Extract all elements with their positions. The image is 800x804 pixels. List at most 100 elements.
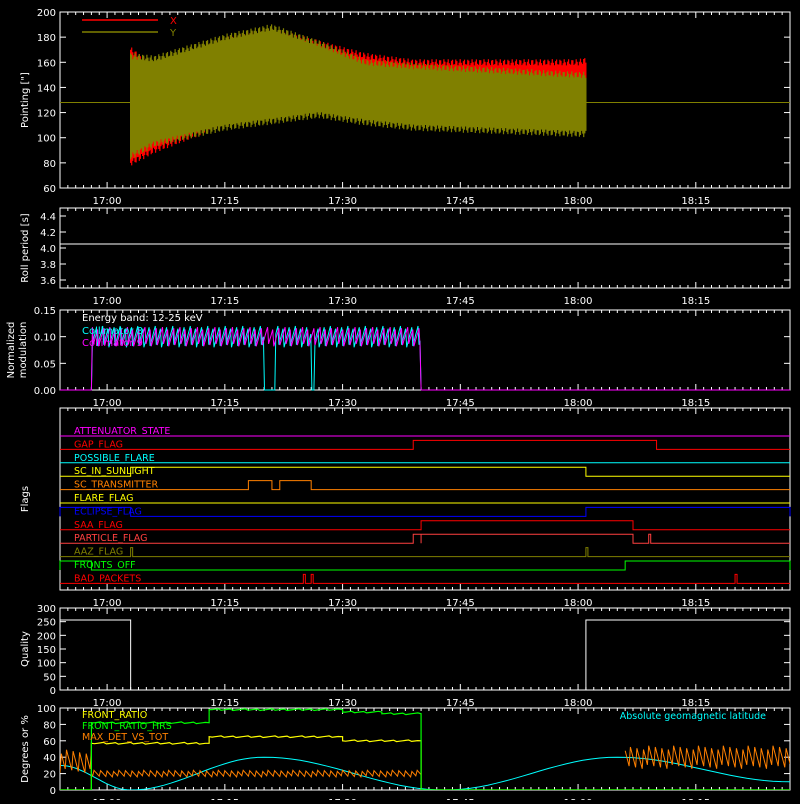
- y-tick-label: 140: [37, 83, 56, 94]
- x-tick-label: 17:15: [210, 598, 239, 609]
- panel-5: 17:00 17:15 17:30 17:45 18:00 18:15 0 50 100 150 2…: [20, 604, 791, 709]
- flag-trace-eclipse-flag: [59, 506, 791, 517]
- legend-label-collimator-8: Collimator 8: [82, 326, 143, 337]
- x-tick-label: 18:15: [681, 196, 710, 207]
- legend-label-collimator-9: Collimator 9: [82, 338, 143, 349]
- legend-label-max-det-vs-tot: MAX_DET_VS_TOT: [82, 732, 168, 743]
- y-tick-label: 0: [50, 786, 56, 797]
- x-tick-label: 17:00: [93, 698, 122, 709]
- y-tick-label: 0.05: [34, 359, 56, 370]
- series-quality: [60, 619, 790, 691]
- y-tick-label: 300: [37, 604, 56, 615]
- x-tick-label: 18:15: [681, 698, 710, 709]
- y-tick-label: 20: [43, 770, 56, 781]
- y-tick-label: 180: [37, 33, 56, 44]
- y-tick-label: 80: [43, 720, 56, 731]
- legend-label-y: Y: [169, 28, 177, 39]
- x-tick-label: 18:00: [564, 296, 593, 307]
- y-axis-label: Roll period [s]: [20, 213, 31, 282]
- y-tick-label: 100: [37, 134, 56, 145]
- flag-label-fronts-off: FRONTS_OFF: [74, 560, 136, 571]
- y-tick-label: 50: [43, 672, 56, 683]
- x-tick-label: 17:00: [93, 296, 122, 307]
- series-front-ratio-hrs: [60, 708, 790, 790]
- x-tick-label: 18:15: [681, 598, 710, 609]
- plot-area: [60, 708, 790, 790]
- panel-frame: [59, 11, 791, 189]
- series-y: [130, 24, 587, 160]
- series-front-ratio: [60, 735, 790, 790]
- x-tick-label: 17:30: [328, 296, 357, 307]
- y-tick-label: 4.2: [40, 228, 56, 239]
- flag-label-gap-flag: GAP_FLAG: [74, 439, 123, 450]
- legend-label-front-ratio-hrs: FRONT_RATIO_HRS: [82, 721, 172, 732]
- series-max-det-vs-tot: [60, 749, 92, 773]
- x-tick-label: 18:00: [564, 196, 593, 207]
- y-tick-label: 200: [37, 8, 56, 19]
- y-axis-label: Quality: [20, 631, 31, 667]
- flag-label-aaz-flag: AAZ_FLAG: [74, 547, 123, 558]
- x-tick-label: 18:00: [564, 598, 593, 609]
- y-tick-label: 0.00: [34, 386, 56, 397]
- y-tick-label: 100: [37, 704, 56, 715]
- y-tick-label: 0.10: [34, 333, 56, 344]
- flag-label-sc-transmitter: SC_TRANSMITTER: [74, 480, 159, 491]
- flag-label-sc-in-sunlight: SC_IN_SUNLIGHT: [74, 466, 155, 477]
- x-tick-label: 18:15: [681, 296, 710, 307]
- series-collimator-8: [60, 325, 790, 391]
- y-tick-label: 160: [37, 58, 56, 69]
- x-tick-label: 17:15: [210, 296, 239, 307]
- y-axis-label: Degrees or %: [20, 715, 31, 783]
- x-tick-label: 17:30: [328, 598, 357, 609]
- y-axis-label: Flags: [20, 486, 31, 512]
- x-tick-label: 17:45: [446, 698, 475, 709]
- flag-label-flare-flag: FLARE_FLAG: [74, 493, 134, 504]
- energy-band-annotation: Energy band: 12-25 keV: [82, 313, 203, 324]
- y-tick-label: 40: [43, 753, 56, 764]
- y-tick-label: 60: [43, 184, 56, 195]
- y-tick-label: 200: [37, 631, 56, 642]
- x-tick-label: 17:45: [446, 598, 475, 609]
- y-axis-label: modulation: [18, 322, 29, 379]
- y-tick-label: 0.15: [34, 306, 56, 317]
- series-geomagnetic-latitude: [60, 756, 790, 790]
- flag-trace-sc-transmitter: [60, 480, 790, 491]
- plot-area: [60, 24, 790, 166]
- flag-trace-bad-packets: [60, 573, 790, 584]
- panel-frame: [59, 407, 791, 591]
- legend-label-geomagnetic-latitude: Absolute geomagnetic latitude: [620, 711, 766, 722]
- x-tick-label: 17:00: [93, 196, 122, 207]
- panel-1: 17:00 17:15 17:30 17:45 18:00 18:15 60 80 100 120…: [20, 8, 791, 207]
- flag-label-saa-flag: SAA_FLAG: [74, 520, 123, 531]
- y-tick-label: 4.0: [40, 244, 56, 255]
- x-tick-label: 17:00: [93, 398, 122, 409]
- series-max-det-vs-tot: [624, 745, 790, 769]
- x-tick-label: 18:00: [564, 698, 593, 709]
- panel-2: 17:00 17:15 17:30 17:45 18:00 18:15 3.6 3.8 4.0 4…: [20, 207, 791, 307]
- y-tick-label: 60: [43, 737, 56, 748]
- flag-trace-aaz-flag: [60, 547, 790, 558]
- x-tick-label: 17:30: [328, 196, 357, 207]
- flag-label-particle-flag: PARTICLE_FLAG: [74, 533, 147, 544]
- y-tick-label: 3.8: [40, 260, 56, 271]
- flag-trace-fronts-off: [59, 560, 791, 571]
- x-tick-label: 17:00: [93, 598, 122, 609]
- y-tick-label: 3.6: [40, 276, 56, 287]
- y-tick-label: 0: [50, 686, 56, 697]
- panel-3: 17:00 17:15 17:30 17:45 18:00 18:15 0.00 0.05 0.…: [6, 306, 791, 409]
- x-tick-label: 17:15: [210, 698, 239, 709]
- x-tick-label: 17:45: [446, 296, 475, 307]
- x-tick-label: 18:00: [564, 398, 593, 409]
- y-tick-label: 120: [37, 109, 56, 120]
- x-tick-label: 17:45: [446, 398, 475, 409]
- flag-trace-gap-flag: [60, 439, 790, 450]
- y-tick-label: 250: [37, 618, 56, 629]
- x-tick-label: 17:30: [328, 398, 357, 409]
- flag-trace-saa-flag: [60, 520, 790, 531]
- legend-label-front-ratio: FRONT_RATIO: [82, 710, 147, 721]
- flag-label-bad-packets: BAD_PACKETS: [74, 573, 141, 584]
- flag-label-eclipse-flag: ECLIPSE_FLAG: [74, 506, 142, 517]
- series-max-det-vs-tot: [91, 769, 422, 778]
